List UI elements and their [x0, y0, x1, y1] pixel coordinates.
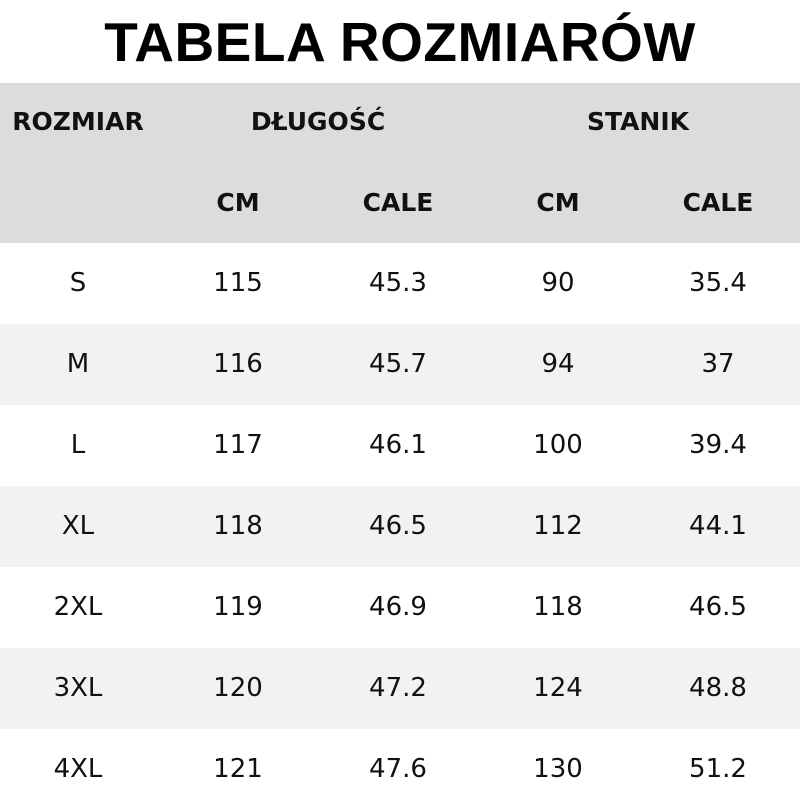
cell-bust-in: 37	[701, 349, 735, 379]
header-length: DŁUGOŚĆ	[250, 107, 386, 136]
cell-length-cm: 120	[213, 673, 263, 703]
header-bust: STANIK	[586, 107, 690, 136]
header-bust-cm: CM	[536, 188, 580, 217]
header-length-inches: CALE	[362, 188, 434, 217]
cell-length-in: 47.6	[369, 754, 427, 784]
cell-length-cm: 115	[213, 268, 263, 298]
cell-bust-cm: 124	[533, 673, 583, 703]
cell-bust-cm: 90	[541, 268, 575, 298]
cell-bust-in: 48.8	[689, 673, 747, 703]
table-body: S 115 45.3 90 35.4 M 116 45.7 94 37 L 117 46.1 100 39.…	[0, 243, 800, 810]
cell-size: 3XL	[53, 673, 103, 703]
cell-length-cm: 118	[213, 511, 263, 541]
cell-length-cm: 117	[213, 430, 263, 460]
table-row: XL 118 46.5 112 44.1	[0, 486, 800, 567]
cell-length-cm: 121	[213, 754, 263, 784]
table-row: L 117 46.1 100 39.4	[0, 405, 800, 486]
cell-bust-cm: 118	[533, 592, 583, 622]
cell-size: L	[70, 430, 86, 460]
cell-length-in: 45.7	[369, 349, 427, 379]
cell-bust-cm: 94	[541, 349, 575, 379]
cell-length-cm: 119	[213, 592, 263, 622]
cell-size: 4XL	[53, 754, 103, 784]
cell-bust-cm: 130	[533, 754, 583, 784]
cell-length-in: 46.1	[369, 430, 427, 460]
cell-size: 2XL	[53, 592, 103, 622]
table-header: ROZMIAR DŁUGOŚĆ STANIK CM CALE CM CALE	[0, 83, 800, 243]
cell-length-cm: 116	[213, 349, 263, 379]
cell-bust-in: 46.5	[689, 592, 747, 622]
cell-length-in: 47.2	[369, 673, 427, 703]
page-title: TABELA ROZMIARÓW	[104, 11, 696, 73]
header-size: ROZMIAR	[12, 107, 144, 136]
table-row: S 115 45.3 90 35.4	[0, 243, 800, 324]
header-bust-inches: CALE	[682, 188, 754, 217]
table-row: 3XL 120 47.2 124 48.8	[0, 648, 800, 729]
cell-bust-in: 51.2	[689, 754, 747, 784]
table-row: 2XL 119 46.9 118 46.5	[0, 567, 800, 648]
cell-bust-cm: 112	[533, 511, 583, 541]
cell-bust-in: 35.4	[689, 268, 747, 298]
cell-size: S	[69, 268, 87, 298]
cell-size: M	[66, 349, 90, 379]
cell-bust-cm: 100	[533, 430, 583, 460]
cell-bust-in: 39.4	[689, 430, 747, 460]
header-length-cm: CM	[216, 188, 260, 217]
cell-length-in: 45.3	[369, 268, 427, 298]
cell-length-in: 46.9	[369, 592, 427, 622]
cell-size: XL	[61, 511, 95, 541]
table-row: 4XL 121 47.6 130 51.2	[0, 729, 800, 810]
table-row: M 116 45.7 94 37	[0, 324, 800, 405]
cell-bust-in: 44.1	[689, 511, 747, 541]
cell-length-in: 46.5	[369, 511, 427, 541]
